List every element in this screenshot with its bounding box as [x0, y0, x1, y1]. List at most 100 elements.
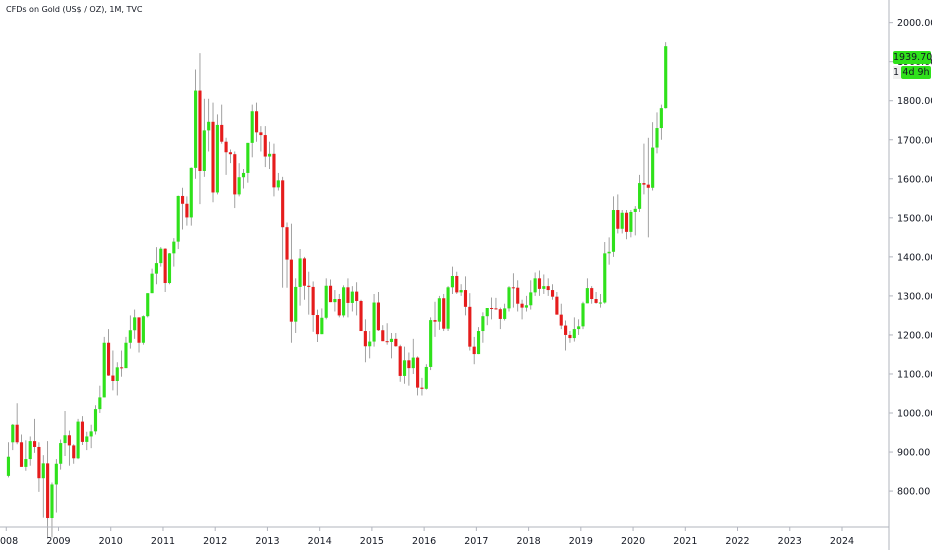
candle-body-up [6, 456, 11, 476]
price-label-stub: 1 [893, 66, 901, 79]
candle [289, 223, 293, 343]
candle [228, 149, 233, 164]
candle-body-down [564, 325, 568, 335]
candle [163, 248, 167, 292]
candle [268, 141, 272, 170]
candle-body-up [294, 286, 298, 322]
candle [254, 102, 259, 142]
candle [581, 301, 585, 330]
candle [281, 176, 285, 288]
candle [642, 143, 646, 195]
candle [381, 325, 385, 342]
candle [307, 271, 311, 315]
candle-body-down [80, 421, 85, 442]
candle [11, 423, 15, 451]
candle-body-up [485, 308, 489, 317]
candle-body-up [411, 357, 415, 369]
candle-body-down [180, 195, 185, 204]
candle-body-down [420, 387, 424, 389]
candle-body-down [281, 180, 285, 228]
candle [550, 284, 555, 300]
candle-body-up [585, 288, 589, 304]
candle [50, 482, 54, 538]
price-tick-label: 800.00 [897, 487, 930, 498]
candle [320, 308, 324, 335]
candle [433, 301, 437, 337]
time-tick-label: 2023 [778, 536, 802, 547]
candle [54, 459, 58, 513]
candle-body-up [372, 302, 376, 342]
chart-title: CFDs on Gold (US$ / OZ), 1M, TVC [6, 5, 143, 14]
candle [115, 362, 119, 396]
price-axis[interactable]: 800.00 900.00 1000.00 1100.00 1200.00 1300.00… [889, 18, 932, 498]
candle [629, 210, 633, 238]
time-tick-label: 2021 [673, 536, 697, 547]
candle-body-down [546, 286, 550, 291]
candle [124, 336, 128, 369]
time-tick-label: 2022 [725, 536, 749, 547]
candles-group [6, 42, 668, 538]
candle-body-up [241, 172, 246, 178]
candle [594, 291, 598, 304]
candle-body-up [115, 367, 119, 382]
candle [411, 338, 415, 374]
candle [298, 249, 302, 306]
candle-body-down [394, 338, 398, 347]
candle-body-up [128, 330, 132, 343]
time-tick-label: 2016 [412, 536, 436, 547]
candle-body-up [89, 431, 93, 437]
candle [333, 290, 337, 312]
time-tick-label: 2011 [151, 536, 175, 547]
candle-body-down [463, 290, 468, 307]
candle [342, 285, 346, 318]
candle-body-up [194, 90, 198, 168]
candle [328, 279, 333, 303]
candle-body-down [516, 287, 520, 304]
candle-body-down [555, 296, 559, 315]
time-tick-label: 2015 [360, 536, 384, 547]
time-tick-label: 2018 [517, 536, 541, 547]
candle-body-down [498, 309, 502, 319]
candle-body-up [133, 317, 137, 331]
candle [620, 210, 624, 234]
time-tick-label: 2009 [46, 536, 70, 547]
price-tick-label: 1000.00 [897, 409, 932, 420]
candle [664, 42, 668, 109]
candle [80, 416, 85, 446]
candle [259, 126, 263, 152]
candle-body-up [507, 287, 511, 309]
candle-body-up [524, 305, 528, 308]
price-tick-label: 1800.00 [897, 96, 932, 107]
candle [133, 309, 137, 339]
candle-body-up [542, 286, 546, 289]
candle-body-up [446, 287, 450, 329]
candle-body-down [385, 341, 389, 343]
candle [172, 238, 176, 267]
candle [363, 319, 367, 363]
candle-body-down [494, 308, 498, 310]
candle-body-up [424, 366, 428, 389]
candle-body-up [389, 338, 394, 342]
candle [120, 350, 124, 377]
candle-body-down [19, 442, 24, 467]
candle [176, 195, 180, 250]
candle-body-up [124, 342, 128, 369]
candle [111, 350, 115, 391]
candle-body-up [167, 253, 172, 284]
candle-body-up [607, 251, 611, 254]
candle [211, 102, 215, 203]
candle-body-up [402, 360, 407, 376]
candle-body-up [63, 435, 67, 444]
candle-body-up [11, 424, 15, 443]
candle [389, 332, 394, 359]
time-axis[interactable]: 008 2009 2010 2011 2012 2013 2014 2015 2016 2017 2… [0, 527, 854, 547]
candle [598, 293, 602, 308]
candle-body-up [207, 121, 211, 131]
candle [437, 295, 441, 330]
candle-body-down [355, 291, 359, 301]
candle [420, 377, 424, 396]
candle [503, 303, 507, 321]
candle [633, 206, 637, 236]
